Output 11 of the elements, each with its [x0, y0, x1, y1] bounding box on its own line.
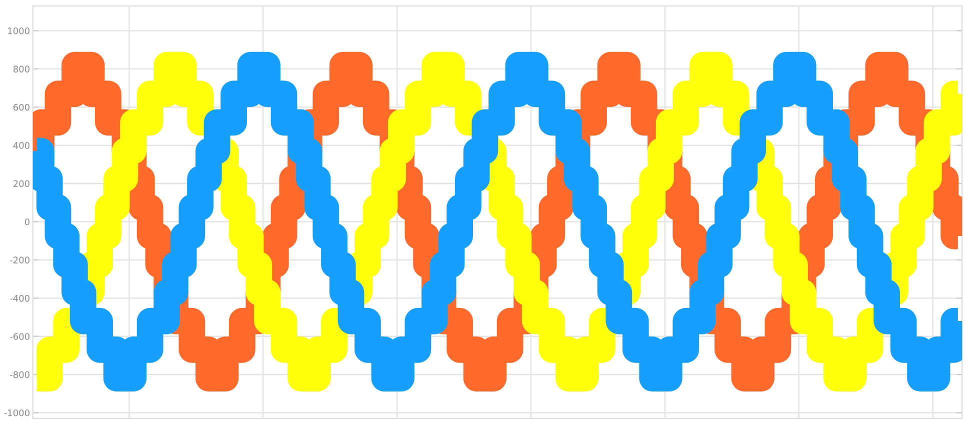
y-tick-label: 0 — [24, 218, 30, 226]
y-tick-label: -400 — [10, 294, 30, 302]
y-tick-label: 200 — [13, 180, 30, 188]
y-tick-label: -200 — [10, 256, 30, 264]
y-tick-label: 1000 — [8, 27, 30, 34]
y-tick-label: -600 — [10, 333, 30, 340]
y-tick-label: -800 — [10, 371, 30, 378]
y-tick-label: 800 — [13, 66, 30, 72]
y-tick-label: -1000 — [4, 409, 30, 416]
y-tick-label: 400 — [13, 142, 30, 149]
y-tick-label: 600 — [13, 104, 30, 111]
